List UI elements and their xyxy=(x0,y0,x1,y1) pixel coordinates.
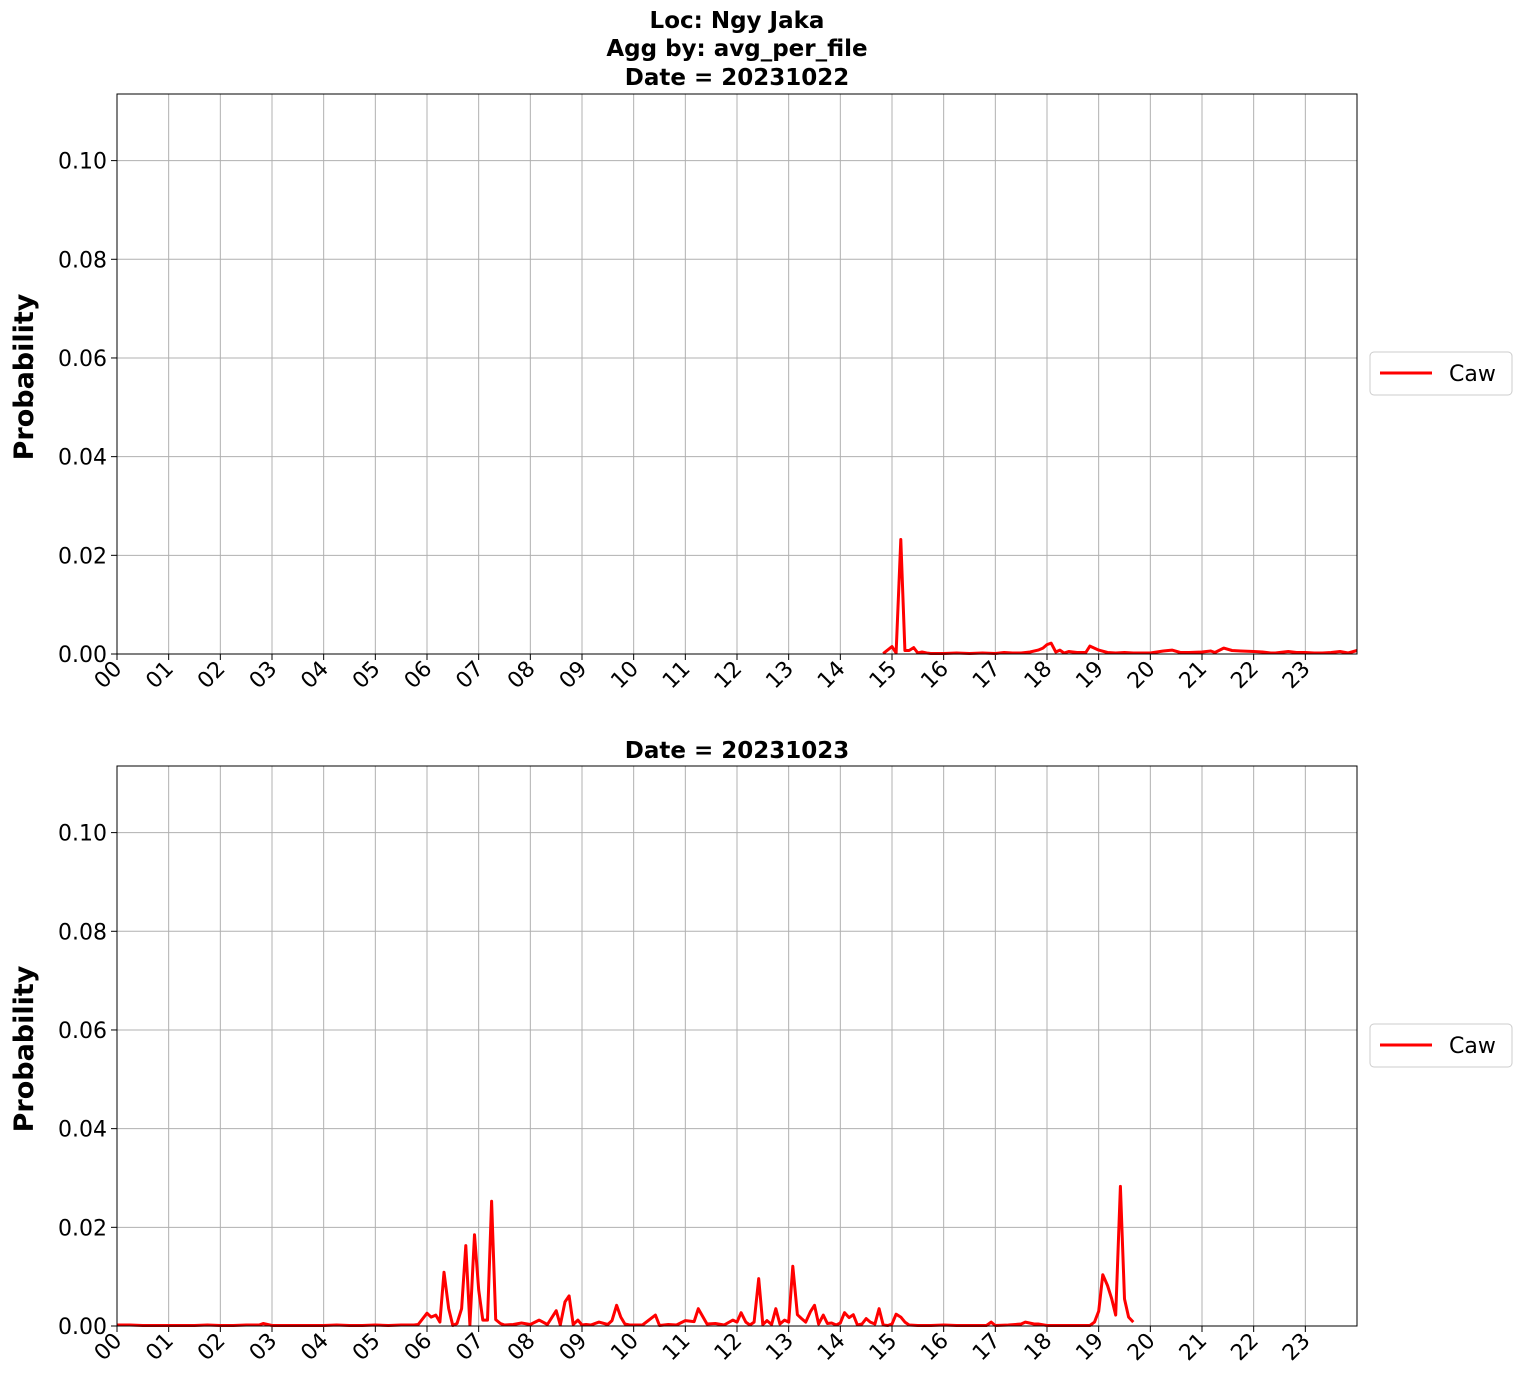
x-tick-label: 20 xyxy=(1123,1329,1160,1366)
x-tick-label: 20 xyxy=(1123,657,1160,694)
x-tick-label: 03 xyxy=(245,657,282,694)
x-tick-label: 13 xyxy=(761,657,798,694)
x-tick-label: 10 xyxy=(606,1329,643,1366)
grid xyxy=(116,94,1357,655)
legend-box xyxy=(1369,1023,1513,1068)
x-tick-label: 16 xyxy=(916,1329,953,1366)
x-tick-label: 11 xyxy=(658,657,695,694)
y-tick-label: 0.00 xyxy=(58,643,107,668)
y-axis-label: Probability xyxy=(9,293,40,460)
y-tick-label: 0.08 xyxy=(58,920,107,945)
y-tick-label: 0.04 xyxy=(58,446,107,471)
y-axis-label: Probability xyxy=(9,965,40,1132)
y-tick-label: 0.06 xyxy=(58,347,107,372)
x-tick-label: 23 xyxy=(1278,657,1315,694)
x-tick-label: 21 xyxy=(1175,1329,1212,1366)
y-tick-label: 0.10 xyxy=(58,150,107,175)
x-tick-label: 08 xyxy=(503,1329,540,1366)
x-tick-label: 17 xyxy=(968,1329,1005,1366)
y-tick-label: 0.06 xyxy=(58,1019,107,1044)
x-tick-label: 18 xyxy=(1020,1329,1057,1366)
y-tick-label: 0.02 xyxy=(58,544,107,569)
y-tick-label: 0.10 xyxy=(58,822,107,847)
x-tick-label: 05 xyxy=(348,657,385,694)
legend-box xyxy=(1369,351,1513,396)
x-tick-label: 07 xyxy=(451,657,488,694)
legend-label-caw: Caw xyxy=(1449,1034,1496,1059)
series xyxy=(882,538,1358,655)
legend-label-caw: Caw xyxy=(1449,362,1496,387)
x-tick-label: 21 xyxy=(1175,657,1212,694)
x-ticks: 00 01 02 03 04 05 06 07 08 09 10 11 12 13 14 15 16 17 18 19… xyxy=(90,1326,1316,1366)
y-ticks: 0.00 0.02 0.04 0.06 0.08 0.10 xyxy=(58,150,117,668)
x-tick-label: 16 xyxy=(916,657,953,694)
x-tick-label: 06 xyxy=(400,657,437,694)
x-tick-label: 05 xyxy=(348,1329,385,1366)
legend: Caw xyxy=(1369,1023,1513,1068)
chart-title-line-1: Date = 20231023 xyxy=(625,738,850,764)
legend: Caw xyxy=(1369,351,1513,396)
x-tick-label: 09 xyxy=(555,1329,592,1366)
plot-frame xyxy=(116,765,1358,1327)
y-ticks: 0.00 0.02 0.04 0.06 0.08 0.10 xyxy=(58,822,117,1340)
x-tick-label: 02 xyxy=(193,657,230,694)
x-tick-label: 03 xyxy=(245,1329,282,1366)
chart-panel-20231023: Date = 20231023 Probability 0.00 0.02 0.04… xyxy=(9,738,1513,1366)
x-ticks: 00 01 02 03 04 05 06 07 08 09 10 11 12 13 14 15 16 17 18 19… xyxy=(90,654,1316,694)
y-tick-label: 0.02 xyxy=(58,1216,107,1241)
x-tick-label: 14 xyxy=(813,1329,850,1366)
x-tick-label: 09 xyxy=(555,657,592,694)
x-tick-label: 01 xyxy=(141,1329,178,1366)
plot-frame xyxy=(116,93,1358,655)
x-tick-label: 22 xyxy=(1226,657,1263,694)
x-tick-label: 10 xyxy=(606,657,643,694)
chart-title: Loc: Ngy Jaka Agg by: avg_per_file Date … xyxy=(606,8,867,91)
x-tick-label: 13 xyxy=(761,1329,798,1366)
series-line-caw xyxy=(117,1184,1135,1327)
chart-title-line-1: Loc: Ngy Jaka xyxy=(650,8,825,34)
x-tick-label: 15 xyxy=(865,1329,902,1366)
x-tick-label: 19 xyxy=(1071,657,1108,694)
x-tick-label: 08 xyxy=(503,657,540,694)
x-tick-label: 12 xyxy=(710,1329,747,1366)
chart-panel-20231022: Loc: Ngy Jaka Agg by: avg_per_file Date … xyxy=(9,8,1513,694)
y-tick-label: 0.08 xyxy=(58,248,107,273)
series xyxy=(117,1184,1135,1327)
x-tick-label: 01 xyxy=(141,657,178,694)
x-tick-label: 02 xyxy=(193,1329,230,1366)
x-tick-label: 12 xyxy=(710,657,747,694)
grid xyxy=(116,766,1357,1327)
x-tick-label: 11 xyxy=(658,1329,695,1366)
x-tick-label: 14 xyxy=(813,657,850,694)
x-tick-label: 17 xyxy=(968,657,1005,694)
x-tick-label: 06 xyxy=(400,1329,437,1366)
x-tick-label: 04 xyxy=(296,1329,333,1366)
x-tick-label: 07 xyxy=(451,1329,488,1366)
x-tick-label: 15 xyxy=(865,657,902,694)
chart-title-line-3: Date = 20231022 xyxy=(625,65,850,91)
x-tick-label: 22 xyxy=(1226,1329,1263,1366)
y-tick-label: 0.04 xyxy=(58,1118,107,1143)
x-tick-label: 23 xyxy=(1278,1329,1315,1366)
x-tick-label: 04 xyxy=(296,657,333,694)
x-tick-label: 19 xyxy=(1071,1329,1108,1366)
y-tick-label: 0.00 xyxy=(58,1315,107,1340)
chart-title-line-2: Agg by: avg_per_file xyxy=(606,36,867,62)
x-tick-label: 18 xyxy=(1020,657,1057,694)
series-line-caw xyxy=(882,538,1358,655)
